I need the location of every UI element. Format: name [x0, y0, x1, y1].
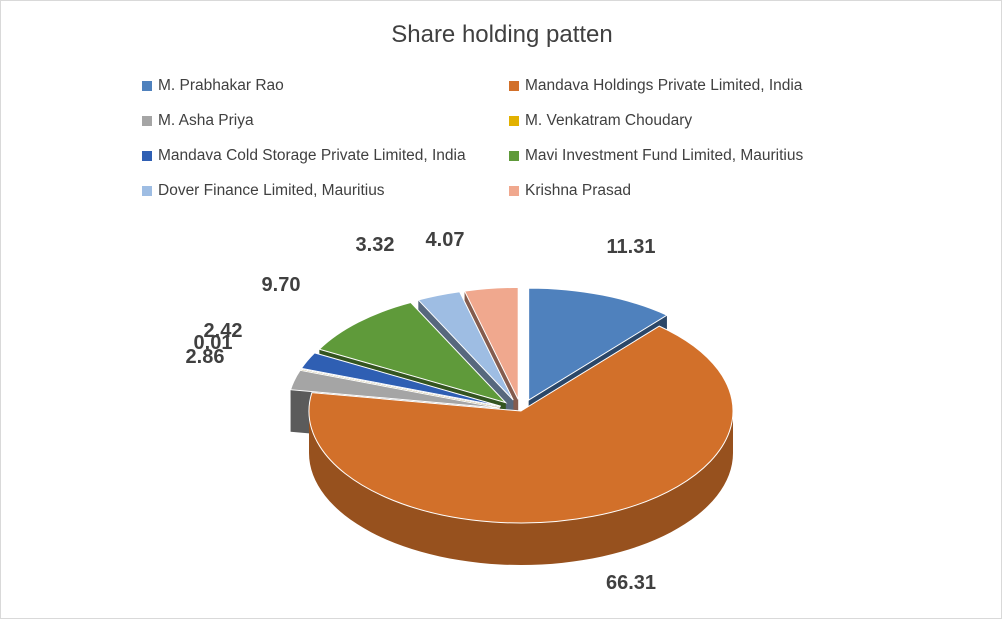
legend-item: Mandava Holdings Private Limited, India [509, 77, 802, 95]
legend-item: Dover Finance Limited, Mauritius [142, 182, 385, 200]
legend-label: Mandava Holdings Private Limited, India [525, 77, 803, 94]
pie-slice [528, 287, 669, 401]
legend-label: M. Venkatram Choudary [525, 112, 693, 129]
legend-item: M. Venkatram Choudary [509, 112, 692, 130]
pie-slice [463, 286, 519, 400]
legend-item: Krishna Prasad [509, 182, 631, 200]
legend-swatch [142, 186, 152, 196]
legend-swatch [509, 151, 519, 161]
legend-label: Krishna Prasad [525, 182, 631, 199]
chart-title: Share holding patten [391, 21, 613, 48]
legend-swatch [142, 81, 152, 91]
data-label: 9.70 [262, 274, 301, 296]
legend-label: Mavi Investment Fund Limited, Mauritius [525, 147, 804, 164]
pie-slice-group [308, 325, 734, 565]
legend-swatch [142, 151, 152, 161]
pie-slice [308, 325, 734, 524]
pie-slice [289, 369, 500, 409]
pie-slice [300, 352, 502, 407]
legend-label: Dover Finance Limited, Mauritius [158, 182, 385, 199]
pie-slice [299, 368, 501, 408]
legend-swatch [509, 186, 519, 196]
data-label: 2.42 [204, 320, 243, 342]
legend-swatch [142, 116, 152, 126]
legend-label: M. Prabhakar Rao [158, 77, 284, 94]
chart-legend: M. Prabhakar Rao Mandava Holdings Private… [1, 1, 1002, 211]
legend-label: Mandava Cold Storage Private Limited, In… [158, 147, 466, 164]
legend-label: M. Asha Priya [158, 112, 254, 129]
legend-item: M. Prabhakar Rao [142, 77, 284, 95]
legend-swatch [509, 116, 519, 126]
data-label: 0.01 [194, 332, 233, 354]
pie-slice [417, 291, 514, 401]
legend-item: Mandava Cold Storage Private Limited, In… [142, 147, 466, 165]
data-label: 11.31 [607, 236, 656, 258]
legend-swatch [509, 81, 519, 91]
pie-slice-side [309, 411, 733, 565]
pie-slice [318, 301, 508, 404]
legend-item: Mavi Investment Fund Limited, Mauritius [509, 147, 803, 165]
data-label: 3.32 [356, 234, 395, 256]
data-label: 4.07 [426, 229, 465, 251]
legend-item: M. Asha Priya [142, 112, 254, 130]
data-label: 2.86 [186, 346, 225, 368]
data-label: 66.31 [606, 572, 656, 594]
